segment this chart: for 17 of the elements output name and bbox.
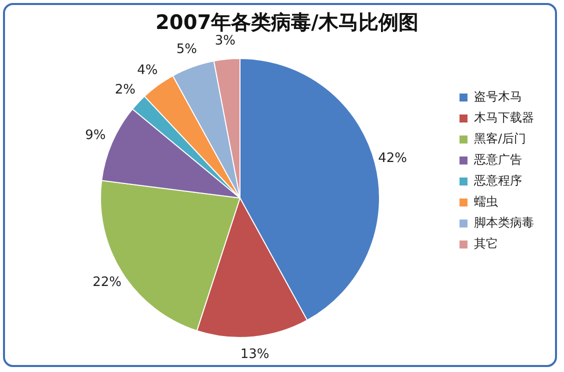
legend-label: 脚本类病毒 <box>474 216 534 230</box>
legend-label: 黑客/后门 <box>474 132 526 146</box>
legend-label: 恶意广告 <box>473 152 522 167</box>
data-label: 4% <box>137 62 158 78</box>
data-label: 42% <box>378 151 408 166</box>
data-label: 5% <box>176 42 197 58</box>
data-label: 2% <box>114 82 136 98</box>
legend-label: 盗号木马 <box>474 90 522 104</box>
data-label: 9% <box>85 128 106 143</box>
data-label: 13% <box>240 347 270 362</box>
legend-label: 蠕虫 <box>474 194 498 209</box>
chart-title: 2007年各类病毒/木马比例图 <box>156 10 418 34</box>
data-label: 22% <box>92 274 122 290</box>
legend-label: 木马下载器 <box>474 110 534 125</box>
legend-label: 恶意程序 <box>473 174 522 188</box>
legend-label: 其它 <box>474 236 498 251</box>
data-label: 3% <box>214 34 236 49</box>
